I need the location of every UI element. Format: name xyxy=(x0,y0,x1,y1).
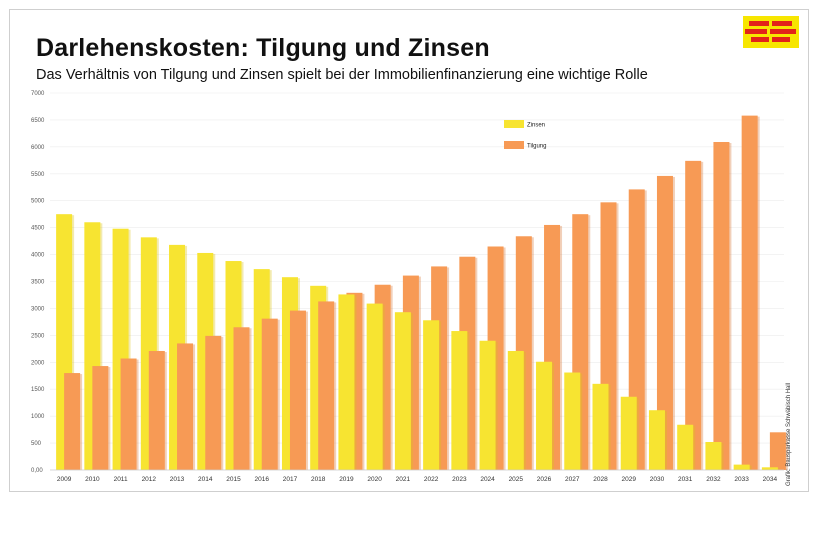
chart-credit: Grafik: Bausparkasse Schwäbisch Hall xyxy=(786,382,792,486)
y-tick-label: 3000 xyxy=(31,306,45,312)
bar-tilgung xyxy=(120,358,137,470)
chart-subtitle: Das Verhältnis von Tilgung und Zinsen sp… xyxy=(36,67,648,83)
x-tick-label: 2013 xyxy=(170,476,185,483)
bar-tilgung xyxy=(148,350,165,470)
x-tick-label: 2026 xyxy=(537,476,552,483)
bar-zinsen xyxy=(733,464,750,470)
x-tick-label: 2020 xyxy=(367,476,382,483)
x-tick-label: 2021 xyxy=(396,476,411,483)
x-tick-label: 2012 xyxy=(142,476,157,483)
y-tick-label: 4000 xyxy=(31,253,45,259)
x-tick-label: 2031 xyxy=(678,476,693,483)
x-tick-label: 2023 xyxy=(452,476,467,483)
bar-zinsen xyxy=(620,396,637,470)
x-tick-label: 2010 xyxy=(85,476,100,483)
bar-tilgung xyxy=(713,142,730,470)
x-tick-label: 2019 xyxy=(339,476,354,483)
bar-zinsen xyxy=(705,441,722,470)
y-tick-label: 3500 xyxy=(31,280,45,286)
y-tick-label: 1000 xyxy=(31,414,45,420)
x-tick-label: 2022 xyxy=(424,476,439,483)
x-tick-label: 2015 xyxy=(226,476,241,483)
bar-zinsen xyxy=(451,331,468,470)
bar-tilgung xyxy=(318,301,335,470)
y-tick-label: 1500 xyxy=(31,387,45,393)
x-tick-label: 2009 xyxy=(57,476,72,483)
x-tick-label: 2016 xyxy=(254,476,269,483)
x-tick-label: 2028 xyxy=(593,476,608,483)
y-tick-label: 2500 xyxy=(31,333,45,339)
brick-logo-icon xyxy=(745,21,796,42)
bar-tilgung xyxy=(741,115,758,471)
y-tick-label: 6000 xyxy=(31,145,45,151)
bar-tilgung xyxy=(769,432,786,470)
bar-zinsen xyxy=(536,361,553,470)
x-tick-label: 2030 xyxy=(650,476,665,483)
bar-tilgung xyxy=(64,373,81,470)
x-tick-label: 2033 xyxy=(734,476,749,483)
bar-zinsen xyxy=(479,340,496,470)
legend: Zinsen Tilgung xyxy=(504,120,546,150)
bar-tilgung xyxy=(685,160,702,471)
bar-tilgung xyxy=(656,175,673,470)
x-tick-label: 2034 xyxy=(763,476,778,483)
bar-zinsen xyxy=(507,350,524,470)
y-tick-label: 2000 xyxy=(31,360,45,366)
x-tick-label: 2032 xyxy=(706,476,721,483)
bar-zinsen xyxy=(423,320,440,470)
brand-logo xyxy=(743,16,799,48)
x-tick-label: 2014 xyxy=(198,476,213,483)
chart-title: Darlehenskosten: Tilgung und Zinsen xyxy=(36,34,490,62)
x-tick-label: 2027 xyxy=(565,476,580,483)
legend-swatch-tilgung xyxy=(504,141,524,149)
bar-zinsen xyxy=(761,467,778,470)
y-tick-label: 6500 xyxy=(31,118,45,124)
x-tick-label: 2025 xyxy=(509,476,524,483)
x-tick-label: 2018 xyxy=(311,476,326,483)
y-tick-label: 5000 xyxy=(31,199,45,205)
bar-tilgung xyxy=(233,327,250,470)
y-tick-label: 0,00 xyxy=(31,468,43,474)
legend-swatch-zinsen xyxy=(504,120,524,128)
x-axis: 2009 2010 2011 2012 2013 2014 2015 2016 2017 2018… xyxy=(50,469,784,483)
bar-tilgung xyxy=(205,335,222,470)
bar-zinsen xyxy=(394,312,411,470)
y-tick-label: 5500 xyxy=(31,172,45,178)
x-tick-label: 2029 xyxy=(621,476,636,483)
bar-zinsen xyxy=(564,372,581,470)
bar-zinsen xyxy=(592,383,609,470)
bar-zinsen xyxy=(648,410,665,470)
legend-label-tilgung: Tilgung xyxy=(527,144,546,150)
y-tick-label: 7000 xyxy=(31,91,45,97)
bar-tilgung xyxy=(92,366,109,470)
bar-zinsen xyxy=(677,424,694,470)
x-tick-label: 2011 xyxy=(114,476,128,483)
y-axis: 7000 6500 6000 5500 5000 4500 4000 3500 3000 2500… xyxy=(31,91,45,474)
y-tick-label: 4500 xyxy=(31,226,45,232)
y-tick-label: 500 xyxy=(31,441,42,447)
legend-label-zinsen: Zinsen xyxy=(527,123,545,129)
bar-tilgung xyxy=(177,343,194,470)
x-tick-label: 2024 xyxy=(480,476,495,483)
x-tick-label: 2017 xyxy=(283,476,298,483)
bar-tilgung xyxy=(289,310,306,470)
bar-tilgung xyxy=(261,318,278,470)
bar-zinsen xyxy=(338,294,355,470)
bars xyxy=(56,115,788,471)
bar-zinsen xyxy=(366,303,383,470)
